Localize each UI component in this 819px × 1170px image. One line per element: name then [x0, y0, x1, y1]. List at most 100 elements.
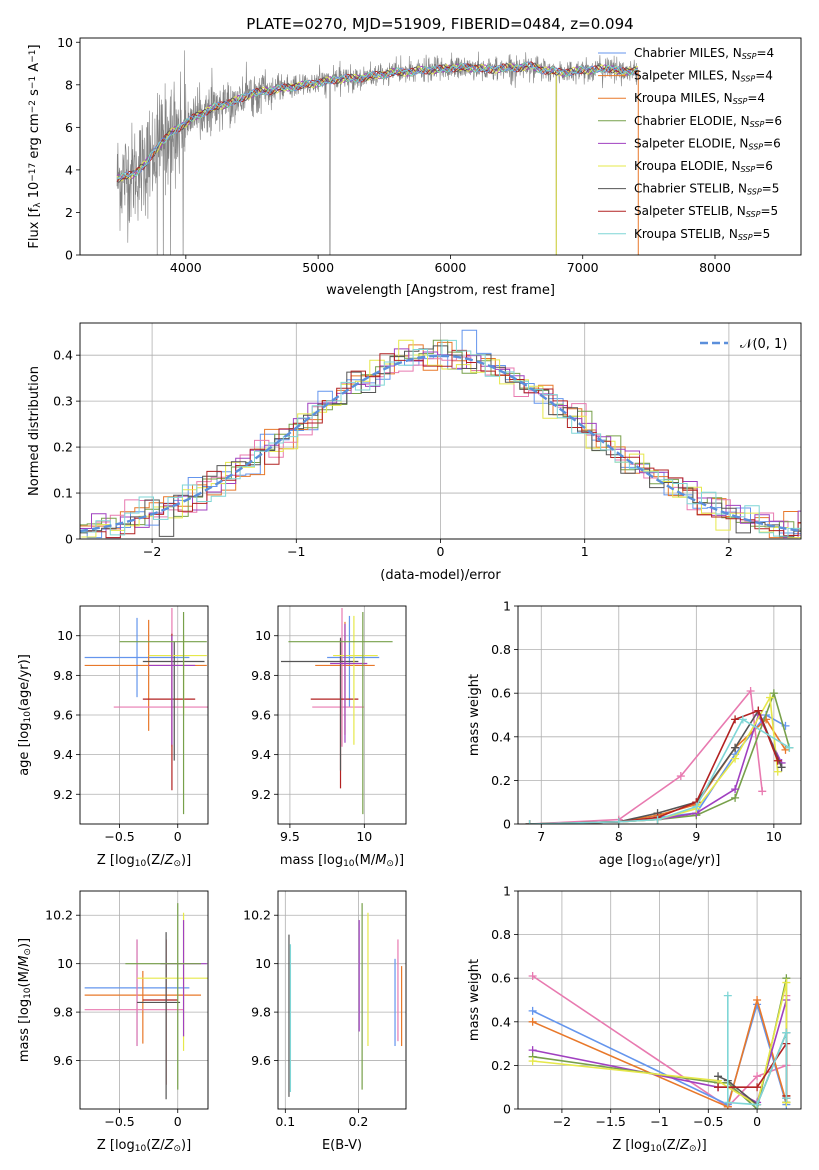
weight-series	[714, 1039, 791, 1100]
x-axis-label: mass [log10(M/M⊙)]	[280, 853, 404, 869]
axes-age_vs_mass: 9.5 10 9.2 9.4 9.6 9.8 10 mass [log10(M/M⊙)]	[251, 605, 407, 869]
plus-marker	[731, 743, 740, 752]
y-tick-label: 9.8	[251, 1005, 271, 1020]
axes-frame	[517, 605, 802, 825]
weight-line	[532, 982, 788, 1106]
weight-line	[529, 713, 786, 824]
y-tick-label: 0.1	[53, 486, 73, 501]
axes-spectrum: 4000 5000 6000 7000 8000 0 2 4 6 8 10 Chabrier MILE…	[27, 35, 802, 298]
plus-marker	[723, 1098, 732, 1107]
figure-title: PLATE=0270, MJD=51909, FIBERID=0484, z=0…	[246, 15, 633, 33]
plus-marker	[782, 1028, 791, 1037]
y-tick-label: 9.6	[53, 1053, 73, 1068]
y-tick-label: 0.2	[491, 773, 511, 788]
x-tick-label: 7000	[567, 260, 599, 275]
plus-marker	[754, 706, 763, 715]
y-tick-label: 9.8	[251, 668, 271, 683]
y-tick-label: 0.2	[53, 440, 73, 455]
y-axis-label: mass [log10(M/M⊙)]	[17, 938, 33, 1062]
weight-line	[529, 718, 790, 824]
plus-marker	[614, 817, 623, 824]
residual-legend: 𝒩(0, 1)	[700, 337, 787, 352]
plot-area-mass_vs_Z	[84, 903, 208, 1100]
plus-marker	[528, 1017, 537, 1026]
axes-frame	[79, 890, 209, 1110]
spectrum-model-line	[116, 63, 638, 182]
legend-label: Kroupa STELIB, NSSP=5	[634, 227, 770, 242]
x-tick-label: 10	[356, 829, 372, 844]
legend-label: 𝒩(0, 1)	[740, 337, 787, 352]
errorbar-point	[148, 635, 196, 745]
plus-marker	[714, 1072, 723, 1081]
y-tick-label: 0	[65, 532, 73, 547]
x-tick-label: −0.5	[104, 829, 134, 844]
errorbar-point	[330, 623, 368, 743]
x-tick-label: −2	[143, 544, 161, 559]
plus-marker	[782, 1094, 791, 1103]
plus-marker	[528, 972, 537, 981]
axes-mass_vs_Z: −0.5 0 9.6 9.8 10 10.2 Z [log10(Z/Z⊙)] mass [lo…	[17, 890, 209, 1154]
y-tick-label: 6	[65, 120, 73, 135]
normal-curve	[80, 354, 801, 533]
plus-marker	[782, 978, 791, 987]
y-tick-label: 0.3	[53, 394, 73, 409]
x-tick-label: −1	[650, 1114, 668, 1129]
weight-line	[529, 709, 779, 824]
plus-marker	[753, 996, 762, 1004]
y-tick-label: 1	[503, 884, 511, 899]
plus-marker	[746, 687, 755, 696]
axes-frame	[79, 322, 802, 540]
y-tick-label: 9.2	[53, 787, 73, 802]
plus-marker	[731, 785, 740, 794]
errorbar-point	[119, 611, 207, 815]
axes-mass_vs_ebv: 0.1 0.2 9.6 9.8 10 10.2 E(B-V)	[243, 890, 407, 1153]
y-tick-label: 9.6	[251, 708, 271, 723]
y-tick-label: 0.8	[491, 642, 511, 657]
y-tick-label: 9.2	[251, 787, 271, 802]
x-tick-label: −0.5	[104, 1114, 134, 1129]
x-tick-label: 9.5	[280, 829, 300, 844]
plus-marker	[773, 756, 782, 765]
y-tick-label: 2	[65, 205, 73, 220]
y-tick-label: 10	[57, 35, 73, 50]
x-axis-label: Z [log10(Z/Z⊙)]	[97, 853, 191, 869]
x-tick-label: −2	[553, 1114, 571, 1129]
plot-area-mass_vs_ebv	[288, 903, 403, 1097]
weight-line	[529, 718, 787, 824]
plot-area-age_vs_mass	[280, 607, 393, 815]
residual-histogram	[80, 349, 801, 539]
plot-area-age_vs_Z	[84, 607, 208, 815]
axes-weight_vs_Z: −2 −1.5 −1 −0.5 0 0 0.2 0.4 0.6 0.8 1 Z [log10(Z/Z⊙…	[467, 884, 802, 1154]
plus-marker	[753, 1100, 762, 1109]
y-axis-label: mass weight	[467, 959, 482, 1041]
axes-frame	[79, 605, 209, 825]
residual-histogram	[81, 339, 801, 537]
y-tick-label: 10	[57, 956, 73, 971]
plus-marker	[773, 767, 782, 776]
legend-label: Chabrier STELIB, NSSP=5	[634, 182, 779, 197]
y-tick-label: 10	[57, 628, 73, 643]
plus-marker	[528, 1057, 537, 1066]
x-tick-label: −0.5	[693, 1114, 723, 1129]
x-axis-label: wavelength [Angstrom, rest frame]	[326, 283, 555, 298]
spectrum-legend: Chabrier MILES, NSSP=4 Salpeter MILES, NS…	[598, 46, 782, 242]
x-tick-label: 0.2	[349, 1114, 369, 1129]
weight-series	[723, 991, 791, 1109]
legend-label: Chabrier ELODIE, NSSP=6	[634, 114, 782, 129]
x-axis-label: (data-model)/error	[380, 568, 501, 583]
residual-histogram	[81, 356, 801, 536]
axes-frame	[517, 890, 802, 1110]
y-tick-label: 4	[65, 162, 73, 177]
plus-marker	[692, 802, 701, 811]
spectrum-data-line	[116, 50, 639, 255]
plus-marker	[525, 820, 534, 824]
y-axis-label: mass weight	[467, 674, 482, 756]
errorbar-point	[137, 932, 181, 1100]
plus-marker	[753, 1083, 762, 1092]
x-tick-label: 8000	[699, 260, 731, 275]
x-tick-label: 9	[692, 829, 700, 844]
x-tick-label: 0	[174, 829, 182, 844]
axes-age_vs_Z: −0.5 0 9.2 9.4 9.6 9.8 10 Z [log10(Z/Z⊙)] age [l…	[17, 605, 209, 869]
legend-label: Salpeter MILES, NSSP=4	[634, 69, 773, 84]
